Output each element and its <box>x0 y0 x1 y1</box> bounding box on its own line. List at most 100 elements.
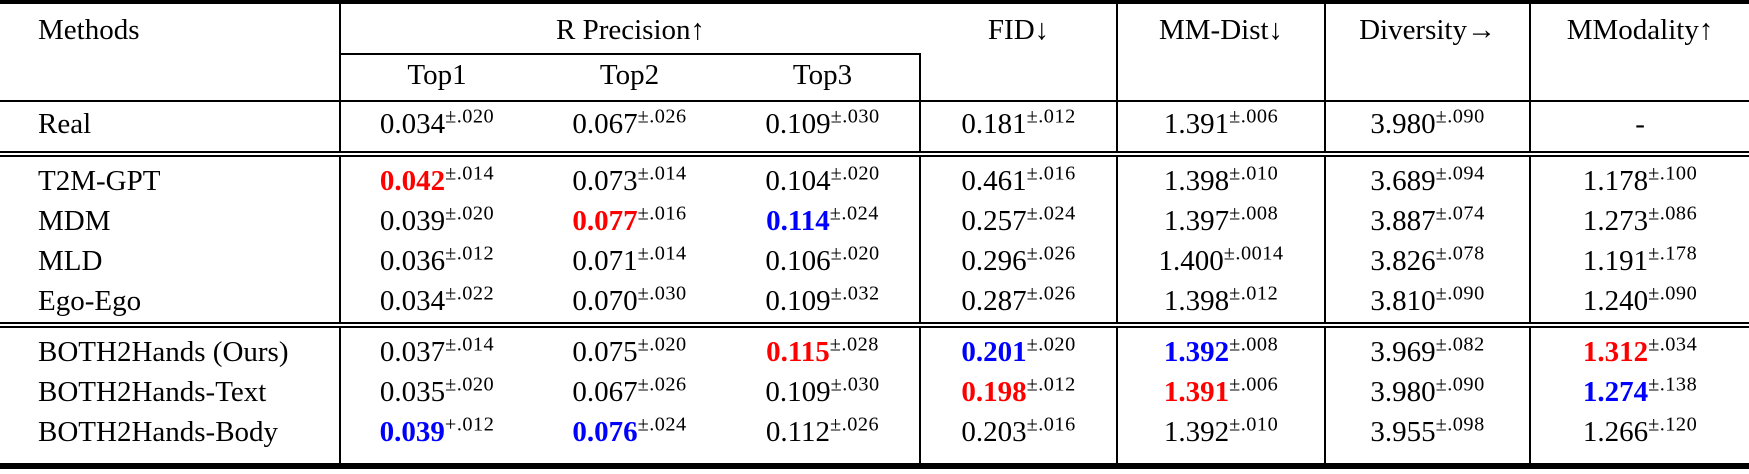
metric-error: ±.014 <box>637 162 687 185</box>
metric-error: ±.016 <box>637 202 687 225</box>
metric-error: ±.090 <box>1435 105 1485 128</box>
method-name: BOTH2Hands-Body <box>0 413 341 466</box>
metric-error: ±.030 <box>637 282 687 305</box>
metric-cell: 0.106±.020 <box>726 242 920 282</box>
metric-cell: 3.810±.090 <box>1324 282 1531 328</box>
metric-value: 0.039 <box>379 205 446 237</box>
table-row: MDM 0.039±.020 0.077±.016 0.114±.024 0.257±.… <box>0 202 1749 242</box>
col-header-top2: Top2 <box>599 59 660 91</box>
col-header-fid: FID↓ <box>987 14 1050 46</box>
metric-value: 0.034 <box>379 108 446 140</box>
metric-value: 3.969 <box>1370 336 1436 368</box>
metric-cell: 0.104±.020 <box>726 154 920 202</box>
metric-value: 0.034 <box>379 285 446 317</box>
metric-value: 1.400 <box>1158 245 1224 277</box>
metric-error: ±.100 <box>1648 162 1698 185</box>
metric-value: 0.201 <box>961 336 1027 368</box>
table-row: BOTH2Hands (Ours) 0.037±.014 0.075±.020 0.1… <box>0 325 1749 373</box>
metric-value: 0.198 <box>961 376 1027 408</box>
metric-error: ±.026 <box>1026 242 1076 265</box>
metric-cell: 3.969±.082 <box>1324 325 1531 373</box>
metric-cell: 1.178±.100 <box>1529 154 1749 202</box>
metric-value: 0.287 <box>961 285 1027 317</box>
metric-cell: 0.076±.024 <box>533 413 726 466</box>
method-name: BOTH2Hands-Text <box>0 373 341 413</box>
metric-cell: 1.400±.0014 <box>1116 242 1326 282</box>
metric-error: ±.008 <box>1229 333 1279 356</box>
metric-error: ±.012 <box>1026 373 1076 396</box>
metric-cell: 1.392±.008 <box>1116 325 1326 373</box>
metric-error: ±.012 <box>1229 282 1279 305</box>
metric-error: ±.022 <box>445 282 495 305</box>
metric-value: 1.398 <box>1163 285 1230 317</box>
metric-value: 0.042 <box>379 165 446 197</box>
table-row: BOTH2Hands-Text 0.035±.020 0.067±.026 0.109… <box>0 373 1749 413</box>
metric-value: 0.114 <box>766 205 830 237</box>
metric-value: 0.037 <box>379 336 446 368</box>
table-row: Ego-Ego 0.034±.022 0.070±.030 0.109±.032 0.2… <box>0 282 1749 328</box>
metric-error: ±.020 <box>445 202 495 225</box>
metric-value: 3.955 <box>1370 416 1436 448</box>
metric-value: 3.826 <box>1370 245 1436 277</box>
metric-error: ±.010 <box>1229 162 1279 185</box>
method-name: T2M-GPT <box>0 154 341 202</box>
metric-error: ±.090 <box>1648 282 1698 305</box>
metric-value: 0.067 <box>572 376 638 408</box>
metric-cell: 1.240±.090 <box>1529 282 1749 328</box>
metric-value: 3.689 <box>1370 165 1436 197</box>
metric-error: ±.024 <box>829 202 879 225</box>
metric-cell: 3.980±.090 <box>1324 100 1531 157</box>
metric-value: 1.391 <box>1163 376 1230 408</box>
metric-value: 1.392 <box>1163 336 1230 368</box>
metric-cell: 0.109±.030 <box>726 100 921 157</box>
metric-value: 0.104 <box>765 165 831 197</box>
metric-error: ±.006 <box>1229 373 1279 396</box>
metric-error: ±.020 <box>637 333 687 356</box>
metric-cell: 3.955±.098 <box>1324 413 1531 466</box>
metric-error: ±.094 <box>1435 162 1485 185</box>
metric-error: ±.016 <box>1026 162 1076 185</box>
metric-error: ±.016 <box>1026 413 1076 436</box>
metric-error: ±.028 <box>829 333 879 356</box>
metric-cell: 1.391±.006 <box>1116 373 1326 413</box>
metric-value: 3.980 <box>1370 376 1436 408</box>
col-header-top3: Top3 <box>726 54 922 101</box>
metric-cell: 0.287±.026 <box>919 282 1118 328</box>
metric-value: 0.039 <box>379 416 445 448</box>
metric-error: ±.090 <box>1435 282 1485 305</box>
metric-value: 1.391 <box>1163 108 1230 140</box>
metric-cell: 0.198±.012 <box>919 373 1118 413</box>
metric-error: ±.024 <box>637 413 687 436</box>
metric-value: 0.070 <box>572 285 638 317</box>
metric-cell: 0.070±.030 <box>533 282 726 328</box>
metric-error: ±.0014 <box>1223 242 1284 265</box>
metric-value: 1.312 <box>1582 336 1649 368</box>
metric-cell: 1.266±.120 <box>1529 413 1749 466</box>
metric-cell: 0.257±.024 <box>919 202 1118 242</box>
metric-value: 0.115 <box>766 336 830 368</box>
metric-error: ±.020 <box>830 162 880 185</box>
metric-error: ±.030 <box>830 105 880 128</box>
metric-value: 1.240 <box>1582 285 1649 317</box>
metric-value: 1.266 <box>1582 416 1649 448</box>
metric-error: ±.014 <box>637 242 687 265</box>
metric-value: 0.076 <box>572 416 638 448</box>
metric-cell: 0.112±.026 <box>726 413 920 466</box>
metric-cell: 0.073±.014 <box>533 154 726 202</box>
metric-value: 0.067 <box>572 108 638 140</box>
metric-cell: 0.201±.020 <box>919 325 1118 373</box>
metric-cell: 1.273±.086 <box>1529 202 1749 242</box>
metric-error: ±.026 <box>830 413 880 436</box>
metric-cell: 0.042±.014 <box>340 154 533 202</box>
header-row-sub: Top1 Top2 Top3 <box>0 54 1749 101</box>
metric-value: 0.035 <box>379 376 446 408</box>
metric-cell: 0.037±.014 <box>340 325 533 373</box>
metric-value: 0.071 <box>572 245 638 277</box>
metric-cell: 1.391±.006 <box>1116 100 1326 157</box>
metric-cell: 0.114±.024 <box>726 202 920 242</box>
metric-cell: 0.071±.014 <box>533 242 726 282</box>
metric-cell: 0.067±.026 <box>533 100 726 157</box>
metric-value: 0.296 <box>961 245 1027 277</box>
metric-error: ±.012 <box>445 242 495 265</box>
